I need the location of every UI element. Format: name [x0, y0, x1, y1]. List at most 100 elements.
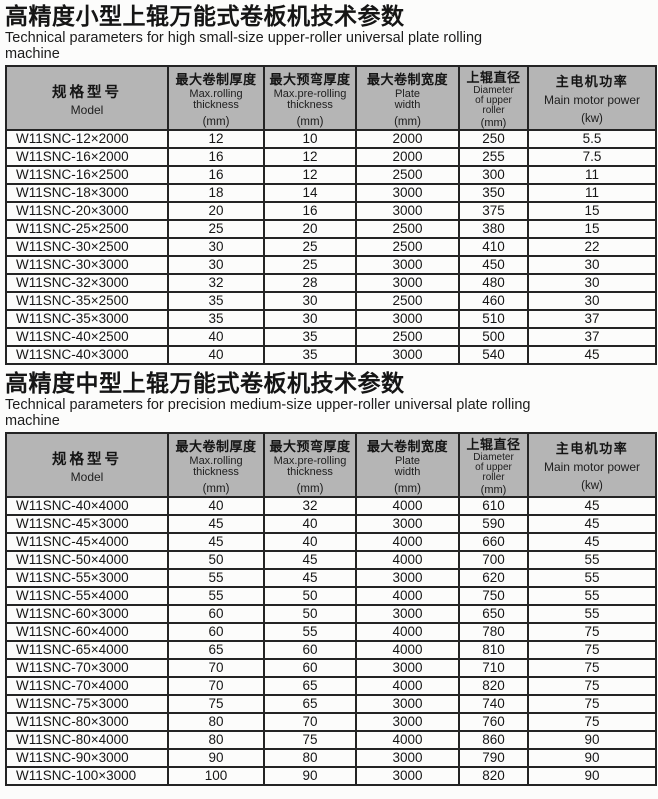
value-cell-plate-width: 3000	[355, 694, 460, 714]
value-cell-max-pre-rolling-thickness: 80	[263, 748, 357, 768]
table-row: W11SNC-40×2500 40 35 2500 500 37	[5, 327, 657, 347]
model-cell: W11SNC-40×3000	[5, 345, 169, 365]
value-cell-plate-width: 2500	[355, 165, 460, 185]
value-cell-plate-width: 3000	[355, 568, 460, 588]
table-row: W11SNC-35×2500 35 30 2500 460 30	[5, 291, 657, 311]
value-cell-max-pre-rolling-thickness: 32	[263, 496, 357, 516]
value-cell-upper-roller-diameter: 760	[458, 712, 529, 732]
value-cell-upper-roller-diameter: 480	[458, 273, 529, 293]
column-header-en: Plate width	[394, 454, 421, 478]
value-cell-plate-width: 3000	[355, 712, 460, 732]
table-row: W11SNC-30×3000 30 25 3000 450 30	[5, 255, 657, 275]
value-cell-upper-roller-diameter: 620	[458, 568, 529, 588]
value-cell-plate-width: 4000	[355, 640, 460, 660]
value-cell-max-pre-rolling-thickness: 30	[263, 291, 357, 311]
model-cell: W11SNC-50×4000	[5, 550, 169, 570]
table-row: W11SNC-40×3000 40 35 3000 540 45	[5, 345, 657, 365]
value-cell-plate-width: 3000	[355, 273, 460, 293]
column-header-zh: 规格型号	[52, 84, 122, 101]
table-row: W11SNC-70×4000 70 65 4000 820 75	[5, 676, 657, 696]
value-cell-max-rolling-thickness: 40	[167, 345, 265, 365]
value-cell-main-motor-power: 45	[527, 514, 657, 534]
value-cell-main-motor-power: 37	[527, 327, 657, 347]
table-row: W11SNC-60×3000 60 50 3000 650 55	[5, 604, 657, 624]
column-header-unit: (kw)	[581, 113, 603, 125]
value-cell-main-motor-power: 75	[527, 676, 657, 696]
model-cell: W11SNC-70×3000	[5, 658, 169, 678]
model-cell: W11SNC-12×2000	[5, 129, 169, 149]
value-cell-plate-width: 2500	[355, 219, 460, 239]
value-cell-max-pre-rolling-thickness: 90	[263, 766, 357, 786]
model-cell: W11SNC-30×2500	[5, 237, 169, 257]
value-cell-upper-roller-diameter: 540	[458, 345, 529, 365]
value-cell-upper-roller-diameter: 375	[458, 201, 529, 221]
model-cell: W11SNC-60×4000	[5, 622, 169, 642]
value-cell-main-motor-power: 22	[527, 237, 657, 257]
value-cell-plate-width: 3000	[355, 658, 460, 678]
column-header-main-motor-power: 主电机功率 Main motor power (kw)	[527, 65, 657, 131]
value-cell-upper-roller-diameter: 820	[458, 676, 529, 696]
value-cell-main-motor-power: 37	[527, 309, 657, 329]
value-cell-upper-roller-diameter: 610	[458, 496, 529, 516]
section-small-size: 高精度小型上辊万能式卷板机技术参数 Technical parameters f…	[5, 3, 657, 365]
value-cell-max-rolling-thickness: 45	[167, 532, 265, 552]
column-header-en: Model	[70, 102, 104, 117]
value-cell-main-motor-power: 30	[527, 291, 657, 311]
value-cell-upper-roller-diameter: 500	[458, 327, 529, 347]
column-header-zh: 最大预弯厚度	[269, 438, 351, 454]
model-cell: W11SNC-40×4000	[5, 496, 169, 516]
value-cell-main-motor-power: 30	[527, 255, 657, 275]
value-cell-main-motor-power: 11	[527, 183, 657, 203]
value-cell-main-motor-power: 5.5	[527, 129, 657, 149]
value-cell-main-motor-power: 90	[527, 730, 657, 750]
value-cell-plate-width: 3000	[355, 309, 460, 329]
value-cell-main-motor-power: 45	[527, 345, 657, 365]
column-header-en: Plate width	[394, 87, 421, 111]
value-cell-max-rolling-thickness: 100	[167, 766, 265, 786]
value-cell-max-rolling-thickness: 80	[167, 712, 265, 732]
value-cell-upper-roller-diameter: 380	[458, 219, 529, 239]
model-cell: W11SNC-45×4000	[5, 532, 169, 552]
value-cell-upper-roller-diameter: 510	[458, 309, 529, 329]
table-row: W11SNC-20×3000 20 16 3000 375 15	[5, 201, 657, 221]
value-cell-plate-width: 3000	[355, 201, 460, 221]
value-cell-upper-roller-diameter: 590	[458, 514, 529, 534]
header-row: 规格型号 Model 最大卷制厚度 Max.rolling thickness (mm) 最…	[5, 432, 657, 498]
value-cell-main-motor-power: 15	[527, 201, 657, 221]
value-cell-main-motor-power: 30	[527, 273, 657, 293]
column-header-en: Main motor power	[543, 460, 641, 474]
model-cell: W11SNC-16×2000	[5, 147, 169, 167]
value-cell-max-pre-rolling-thickness: 25	[263, 255, 357, 275]
value-cell-main-motor-power: 55	[527, 586, 657, 606]
section-title-zh: 高精度小型上辊万能式卷板机技术参数	[5, 3, 405, 29]
column-header-model: 规格型号 Model	[5, 432, 169, 498]
value-cell-main-motor-power: 15	[527, 219, 657, 239]
value-cell-max-pre-rolling-thickness: 12	[263, 147, 357, 167]
column-header-zh: 上辊直径	[466, 70, 521, 85]
table-row: W11SNC-55×3000 55 45 3000 620 55	[5, 568, 657, 588]
column-header-unit: (mm)	[202, 482, 230, 495]
column-header-plate-width: 最大卷制宽度 Plate width (mm)	[355, 432, 460, 498]
column-header-unit: (mm)	[480, 484, 507, 496]
column-header-plate-width: 最大卷制宽度 Plate width (mm)	[355, 65, 460, 131]
section-title-en: Technical parameters for precision mediu…	[5, 397, 531, 429]
table-row: W11SNC-16×2000 16 12 2000 255 7.5	[5, 147, 657, 167]
value-cell-upper-roller-diameter: 255	[458, 147, 529, 167]
value-cell-main-motor-power: 75	[527, 640, 657, 660]
value-cell-upper-roller-diameter: 810	[458, 640, 529, 660]
value-cell-max-rolling-thickness: 90	[167, 748, 265, 768]
model-cell: W11SNC-90×3000	[5, 748, 169, 768]
value-cell-plate-width: 4000	[355, 550, 460, 570]
value-cell-max-pre-rolling-thickness: 14	[263, 183, 357, 203]
table-row: W11SNC-70×3000 70 60 3000 710 75	[5, 658, 657, 678]
header-row: 规格型号 Model 最大卷制厚度 Max.rolling thickness (mm) 最…	[5, 65, 657, 131]
value-cell-max-rolling-thickness: 70	[167, 658, 265, 678]
model-cell: W11SNC-65×4000	[5, 640, 169, 660]
value-cell-plate-width: 3000	[355, 183, 460, 203]
value-cell-max-pre-rolling-thickness: 45	[263, 568, 357, 588]
table-row: W11SNC-12×2000 12 10 2000 250 5.5	[5, 129, 657, 149]
column-header-zh: 主电机功率	[555, 74, 629, 89]
model-cell: W11SNC-55×4000	[5, 586, 169, 606]
column-header-en: Main motor power	[543, 93, 641, 107]
column-header-en: Max.pre-rolling thickness	[273, 454, 347, 478]
